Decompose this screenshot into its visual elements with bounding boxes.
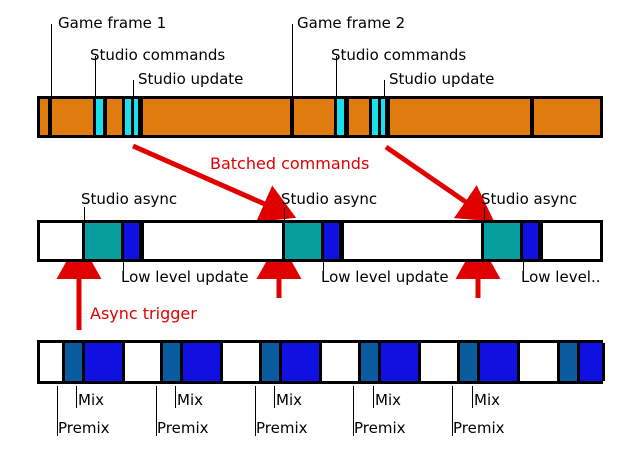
- label-premix-2: Premix: [157, 419, 209, 437]
- segment-divider-2: [339, 223, 343, 259]
- label-mix-4: Mix: [375, 391, 401, 409]
- leader-premix-4: [353, 386, 354, 436]
- leader-low-level-update-2: [323, 262, 324, 274]
- label-game-frame-2: Game frame 2: [297, 14, 406, 32]
- segment-studio-async-2: [282, 223, 326, 259]
- label-mix-5: Mix: [474, 391, 500, 409]
- leader-premix-2: [156, 386, 157, 436]
- label-batched-commands: Batched commands: [210, 154, 370, 173]
- label-studio-commands-1: Studio commands: [90, 46, 226, 64]
- label-async-trigger: Async trigger: [90, 304, 197, 323]
- segment-frame-divider-a: [103, 99, 107, 135]
- leader-mix-5: [472, 386, 473, 408]
- leader-studio-update-1: [133, 80, 134, 96]
- label-premix-1: Premix: [58, 419, 110, 437]
- timeline-mixer-thread: [37, 340, 605, 384]
- segment-game-frame-3-divider: [530, 99, 534, 135]
- leader-mix-1: [76, 386, 77, 408]
- timeline-game-thread: [37, 96, 603, 138]
- segment-mix-4: [378, 343, 421, 381]
- leader-studio-async-1: [84, 207, 85, 220]
- leader-studio-commands-2: [336, 56, 337, 96]
- leader-game-frame-1: [51, 24, 52, 96]
- segment-divider-1: [139, 223, 143, 259]
- leader-low-level-update-1: [123, 262, 124, 274]
- label-studio-async-1: Studio async: [81, 190, 178, 208]
- segment-mix-1: [82, 343, 125, 381]
- segment-divider-3: [538, 223, 542, 259]
- label-low-level-update-2: Low level update: [321, 268, 449, 286]
- leader-premix-5: [452, 386, 453, 436]
- leader-mix-2: [175, 386, 176, 408]
- leader-mix-4: [373, 386, 374, 408]
- leader-studio-commands-1: [95, 56, 96, 96]
- label-premix-5: Premix: [453, 419, 505, 437]
- leader-studio-async-2: [284, 207, 285, 220]
- segment-frame-divider-c: [345, 99, 349, 135]
- segment-studio-async-3: [481, 223, 525, 259]
- label-studio-async-2: Studio async: [281, 190, 378, 208]
- label-game-frame-1: Game frame 1: [58, 14, 167, 32]
- timeline-studio-thread: [37, 220, 603, 262]
- label-premix-4: Premix: [354, 419, 406, 437]
- leader-game-frame-2: [292, 24, 293, 96]
- segment-frame-divider-d: [385, 99, 389, 135]
- segment-mix-5: [477, 343, 520, 381]
- label-low-level-update-3: Low level..: [521, 268, 601, 286]
- label-studio-update-1: Studio update: [138, 70, 244, 88]
- leader-mix-3: [274, 386, 275, 408]
- label-studio-async-3: Studio async: [481, 190, 578, 208]
- segment-frame-divider-b: [138, 99, 142, 135]
- segment-game-frame-2-divider: [290, 99, 294, 135]
- label-mix-1: Mix: [78, 391, 104, 409]
- leader-premix-1: [57, 386, 58, 436]
- label-low-level-update-1: Low level update: [121, 268, 249, 286]
- label-premix-3: Premix: [256, 419, 308, 437]
- leader-low-level-update-3: [523, 262, 524, 274]
- label-studio-commands-2: Studio commands: [331, 46, 467, 64]
- leader-studio-update-2: [384, 80, 385, 96]
- label-mix-3: Mix: [276, 391, 302, 409]
- segment-studio-async-1: [82, 223, 126, 259]
- label-studio-update-2: Studio update: [389, 70, 495, 88]
- leader-premix-3: [255, 386, 256, 436]
- segment-mix-3: [279, 343, 322, 381]
- label-mix-2: Mix: [177, 391, 203, 409]
- segment-mix-6: [577, 343, 605, 381]
- segment-game-frame-start-divider: [48, 99, 52, 135]
- segment-mix-2: [180, 343, 223, 381]
- leader-studio-async-3: [484, 207, 485, 220]
